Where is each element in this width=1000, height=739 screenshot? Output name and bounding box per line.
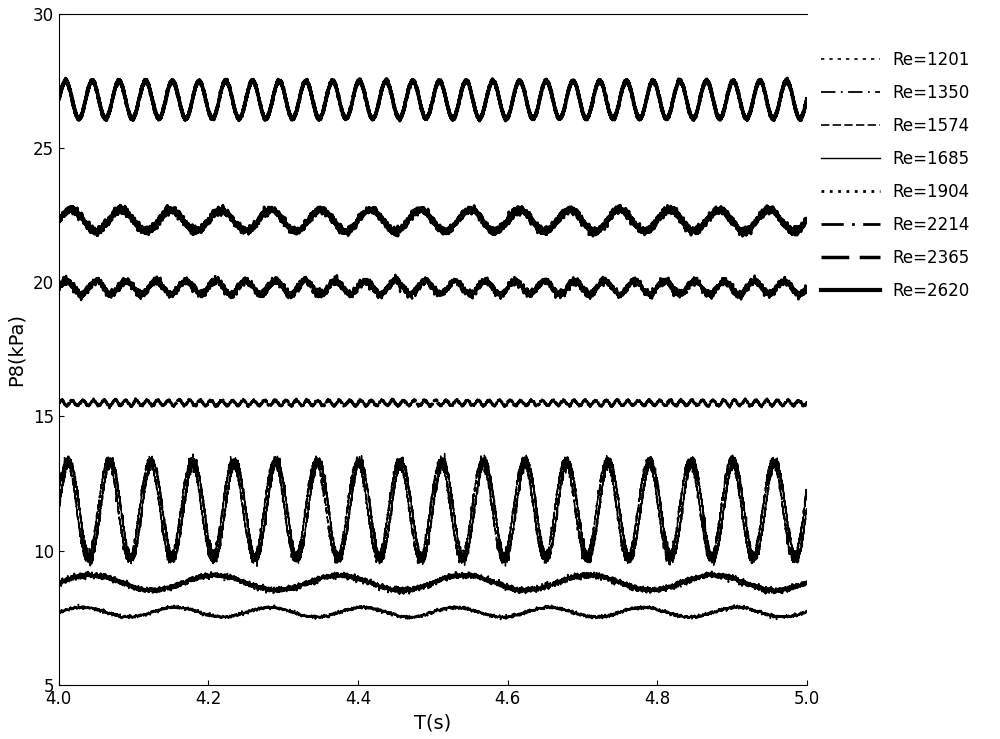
Re=2365 bbox=[324, 209, 336, 218]
Re=2365 bbox=[607, 210, 619, 219]
X-axis label: T(s): T(s) bbox=[414, 713, 451, 732]
Re=1201 bbox=[607, 610, 619, 619]
Re=1201 bbox=[495, 615, 507, 624]
Re=1685 bbox=[475, 450, 487, 459]
Re=1904 bbox=[90, 399, 102, 408]
Re=2620 bbox=[781, 74, 793, 83]
Re=2620 bbox=[607, 114, 619, 123]
Re=2365 bbox=[647, 220, 659, 229]
Re=1201 bbox=[496, 612, 508, 621]
Re=1201 bbox=[53, 607, 65, 616]
Re=1350 bbox=[801, 577, 813, 586]
Re=1685 bbox=[53, 488, 65, 497]
Line: Re=2620: Re=2620 bbox=[59, 78, 807, 120]
Re=2214 bbox=[209, 270, 221, 279]
Re=1201 bbox=[324, 609, 336, 618]
Re=2620 bbox=[90, 85, 102, 94]
Re=1574 bbox=[528, 487, 540, 496]
Re=1350 bbox=[393, 590, 405, 599]
Re=2214 bbox=[53, 284, 65, 293]
Re=2214 bbox=[647, 285, 659, 294]
Re=1574 bbox=[251, 562, 263, 571]
Re=2365 bbox=[801, 214, 813, 223]
Re=2214 bbox=[607, 286, 619, 295]
Re=2620 bbox=[647, 76, 659, 85]
Re=1350 bbox=[528, 585, 540, 594]
Re=2214 bbox=[801, 287, 813, 296]
Re=1904 bbox=[324, 396, 336, 405]
Re=2620 bbox=[801, 95, 813, 103]
Re=1904 bbox=[496, 398, 508, 406]
Line: Re=1904: Re=1904 bbox=[59, 398, 807, 408]
Re=1350 bbox=[607, 577, 619, 586]
Re=1904 bbox=[103, 403, 115, 412]
Re=1574 bbox=[647, 457, 659, 466]
Re=2214 bbox=[528, 287, 540, 296]
Line: Re=1201: Re=1201 bbox=[59, 605, 807, 619]
Re=2620 bbox=[53, 95, 65, 103]
Re=1904 bbox=[53, 398, 65, 407]
Re=1350 bbox=[76, 567, 88, 576]
Re=1201 bbox=[72, 600, 84, 609]
Re=2214 bbox=[324, 278, 336, 287]
Re=1574 bbox=[801, 505, 813, 514]
Re=2365 bbox=[763, 200, 775, 209]
Re=1350 bbox=[91, 571, 103, 580]
Re=2620 bbox=[495, 103, 507, 112]
Re=2214 bbox=[346, 296, 358, 305]
Re=1685 bbox=[607, 481, 619, 490]
Re=1904 bbox=[130, 394, 142, 403]
Re=2620 bbox=[528, 113, 540, 122]
Re=1904 bbox=[801, 398, 813, 407]
Re=1904 bbox=[647, 401, 659, 410]
Re=1574 bbox=[496, 546, 508, 555]
Line: Re=1350: Re=1350 bbox=[59, 571, 807, 594]
Re=2365 bbox=[742, 232, 754, 241]
Re=1574 bbox=[607, 463, 619, 472]
Re=1350 bbox=[647, 587, 659, 596]
Re=1201 bbox=[801, 606, 813, 615]
Re=1904 bbox=[607, 400, 619, 409]
Line: Re=1685: Re=1685 bbox=[59, 454, 807, 565]
Re=2365 bbox=[495, 224, 507, 233]
Line: Re=2214: Re=2214 bbox=[59, 274, 807, 301]
Re=1685 bbox=[664, 561, 676, 570]
Re=1201 bbox=[91, 605, 103, 614]
Re=1685 bbox=[801, 486, 813, 494]
Re=1350 bbox=[496, 581, 508, 590]
Re=1350 bbox=[53, 579, 65, 588]
Line: Re=1574: Re=1574 bbox=[59, 454, 807, 566]
Re=1685 bbox=[90, 511, 102, 520]
Re=1904 bbox=[528, 398, 540, 407]
Re=1685 bbox=[495, 554, 507, 563]
Re=2620 bbox=[324, 81, 336, 89]
Re=2214 bbox=[496, 291, 508, 300]
Line: Re=2365: Re=2365 bbox=[59, 205, 807, 236]
Re=1574 bbox=[324, 512, 336, 521]
Re=1350 bbox=[324, 573, 336, 582]
Re=1201 bbox=[647, 605, 659, 614]
Re=2365 bbox=[528, 218, 540, 227]
Re=1685 bbox=[647, 472, 659, 481]
Re=1685 bbox=[324, 531, 336, 540]
Re=1574 bbox=[53, 503, 65, 512]
Re=2365 bbox=[90, 228, 102, 236]
Re=1574 bbox=[439, 449, 451, 458]
Y-axis label: P8(kPa): P8(kPa) bbox=[7, 313, 26, 386]
Re=1201 bbox=[528, 605, 540, 613]
Re=2365 bbox=[53, 215, 65, 224]
Re=1574 bbox=[90, 531, 102, 539]
Legend: Re=1201, Re=1350, Re=1574, Re=1685, Re=1904, Re=2214, Re=2365, Re=2620: Re=1201, Re=1350, Re=1574, Re=1685, Re=1… bbox=[813, 42, 979, 308]
Re=2620 bbox=[474, 116, 486, 125]
Re=2214 bbox=[90, 273, 102, 282]
Re=1685 bbox=[528, 505, 540, 514]
